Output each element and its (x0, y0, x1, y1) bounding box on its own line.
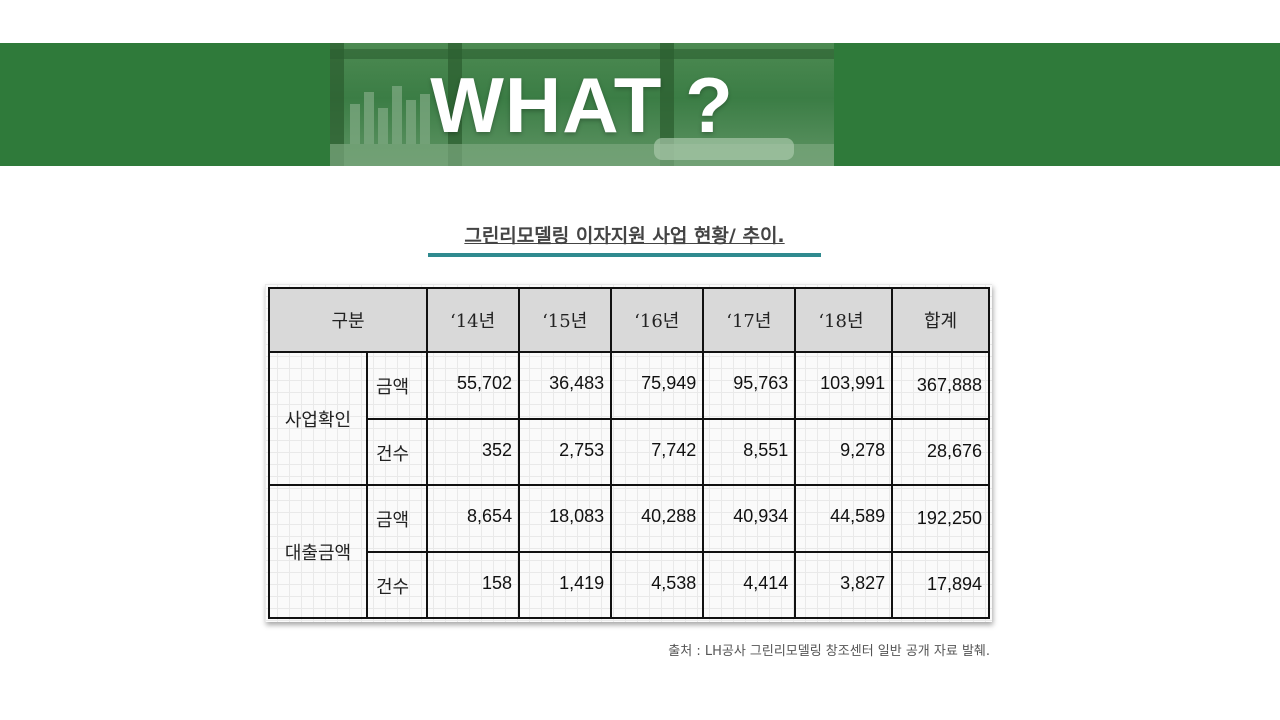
group-label: 사업확인 (268, 351, 368, 486)
sub-label: 건수 (366, 550, 428, 619)
data-table: 구분 ‘14년 ‘15년 ‘16년 ‘17년 ‘18년 합계 사업확인 금액 5… (268, 287, 990, 619)
data-table-card: 구분 ‘14년 ‘15년 ‘16년 ‘17년 ‘18년 합계 사업확인 금액 5… (265, 284, 992, 622)
sub-label: 금액 (366, 484, 428, 553)
table-row: 건수 158 1,419 4,538 4,414 3,827 17,894 (269, 550, 990, 619)
banner-title: WHAT ? (430, 61, 734, 149)
table-cell: 44,589 (794, 484, 894, 553)
table-cell: 2,753 (518, 417, 613, 486)
header-total: 합계 (891, 287, 990, 353)
header-2015: ‘15년 (518, 287, 613, 353)
table-cell: 3,827 (794, 550, 894, 619)
table-row: 대출금액 금액 8,654 18,083 40,288 40,934 44,58… (268, 484, 990, 619)
table-cell: 40,288 (610, 484, 705, 553)
header-2016: ‘16년 (610, 287, 705, 353)
table-cell: 36,483 (518, 351, 613, 420)
table-cell: 352 (425, 417, 521, 486)
table-cell: 8,654 (425, 484, 521, 553)
table-cell: 18,083 (518, 484, 613, 553)
table-cell: 8,551 (702, 417, 797, 486)
header-category: 구분 (268, 287, 428, 353)
total-cell: 367,888 (891, 351, 990, 420)
sub-label: 금액 (366, 351, 428, 420)
table-cell: 95,763 (702, 351, 797, 420)
total-cell: 192,250 (891, 484, 990, 553)
table-cell: 55,702 (425, 351, 521, 420)
sub-label: 건수 (366, 417, 428, 486)
source-note: 출처 : LH공사 그린리모델링 창조센터 일반 공개 자료 발췌. (668, 644, 990, 659)
group-label: 대출금액 (268, 484, 368, 619)
caption-underline-bar (428, 253, 821, 257)
table-cell: 1,419 (518, 550, 613, 619)
table-cell: 4,538 (610, 550, 705, 619)
header-banner: WHAT ? (0, 43, 1280, 166)
header-2017: ‘17년 (702, 287, 797, 353)
table-cell: 103,991 (794, 351, 894, 420)
table-row: 건수 352 2,753 7,742 8,551 9,278 28,676 (269, 417, 990, 486)
table-cell: 158 (425, 550, 521, 619)
table-cell: 7,742 (610, 417, 705, 486)
table-cell: 9,278 (794, 417, 894, 486)
header-2014: ‘14년 (425, 287, 521, 353)
header-2018: ‘18년 (794, 287, 894, 353)
table-caption: 그린리모델링 이자지원 사업 현황/ 추이. (464, 225, 785, 247)
banner-photo (330, 43, 834, 166)
table-cell: 4,414 (702, 550, 797, 619)
total-cell: 17,894 (891, 550, 990, 619)
total-cell: 28,676 (891, 417, 990, 486)
table-header-row: 구분 ‘14년 ‘15년 ‘16년 ‘17년 ‘18년 합계 (268, 287, 990, 353)
table-row: 사업확인 금액 55,702 36,483 75,949 95,763 103,… (268, 351, 990, 486)
table-cell: 40,934 (702, 484, 797, 553)
table-cell: 75,949 (610, 351, 705, 420)
